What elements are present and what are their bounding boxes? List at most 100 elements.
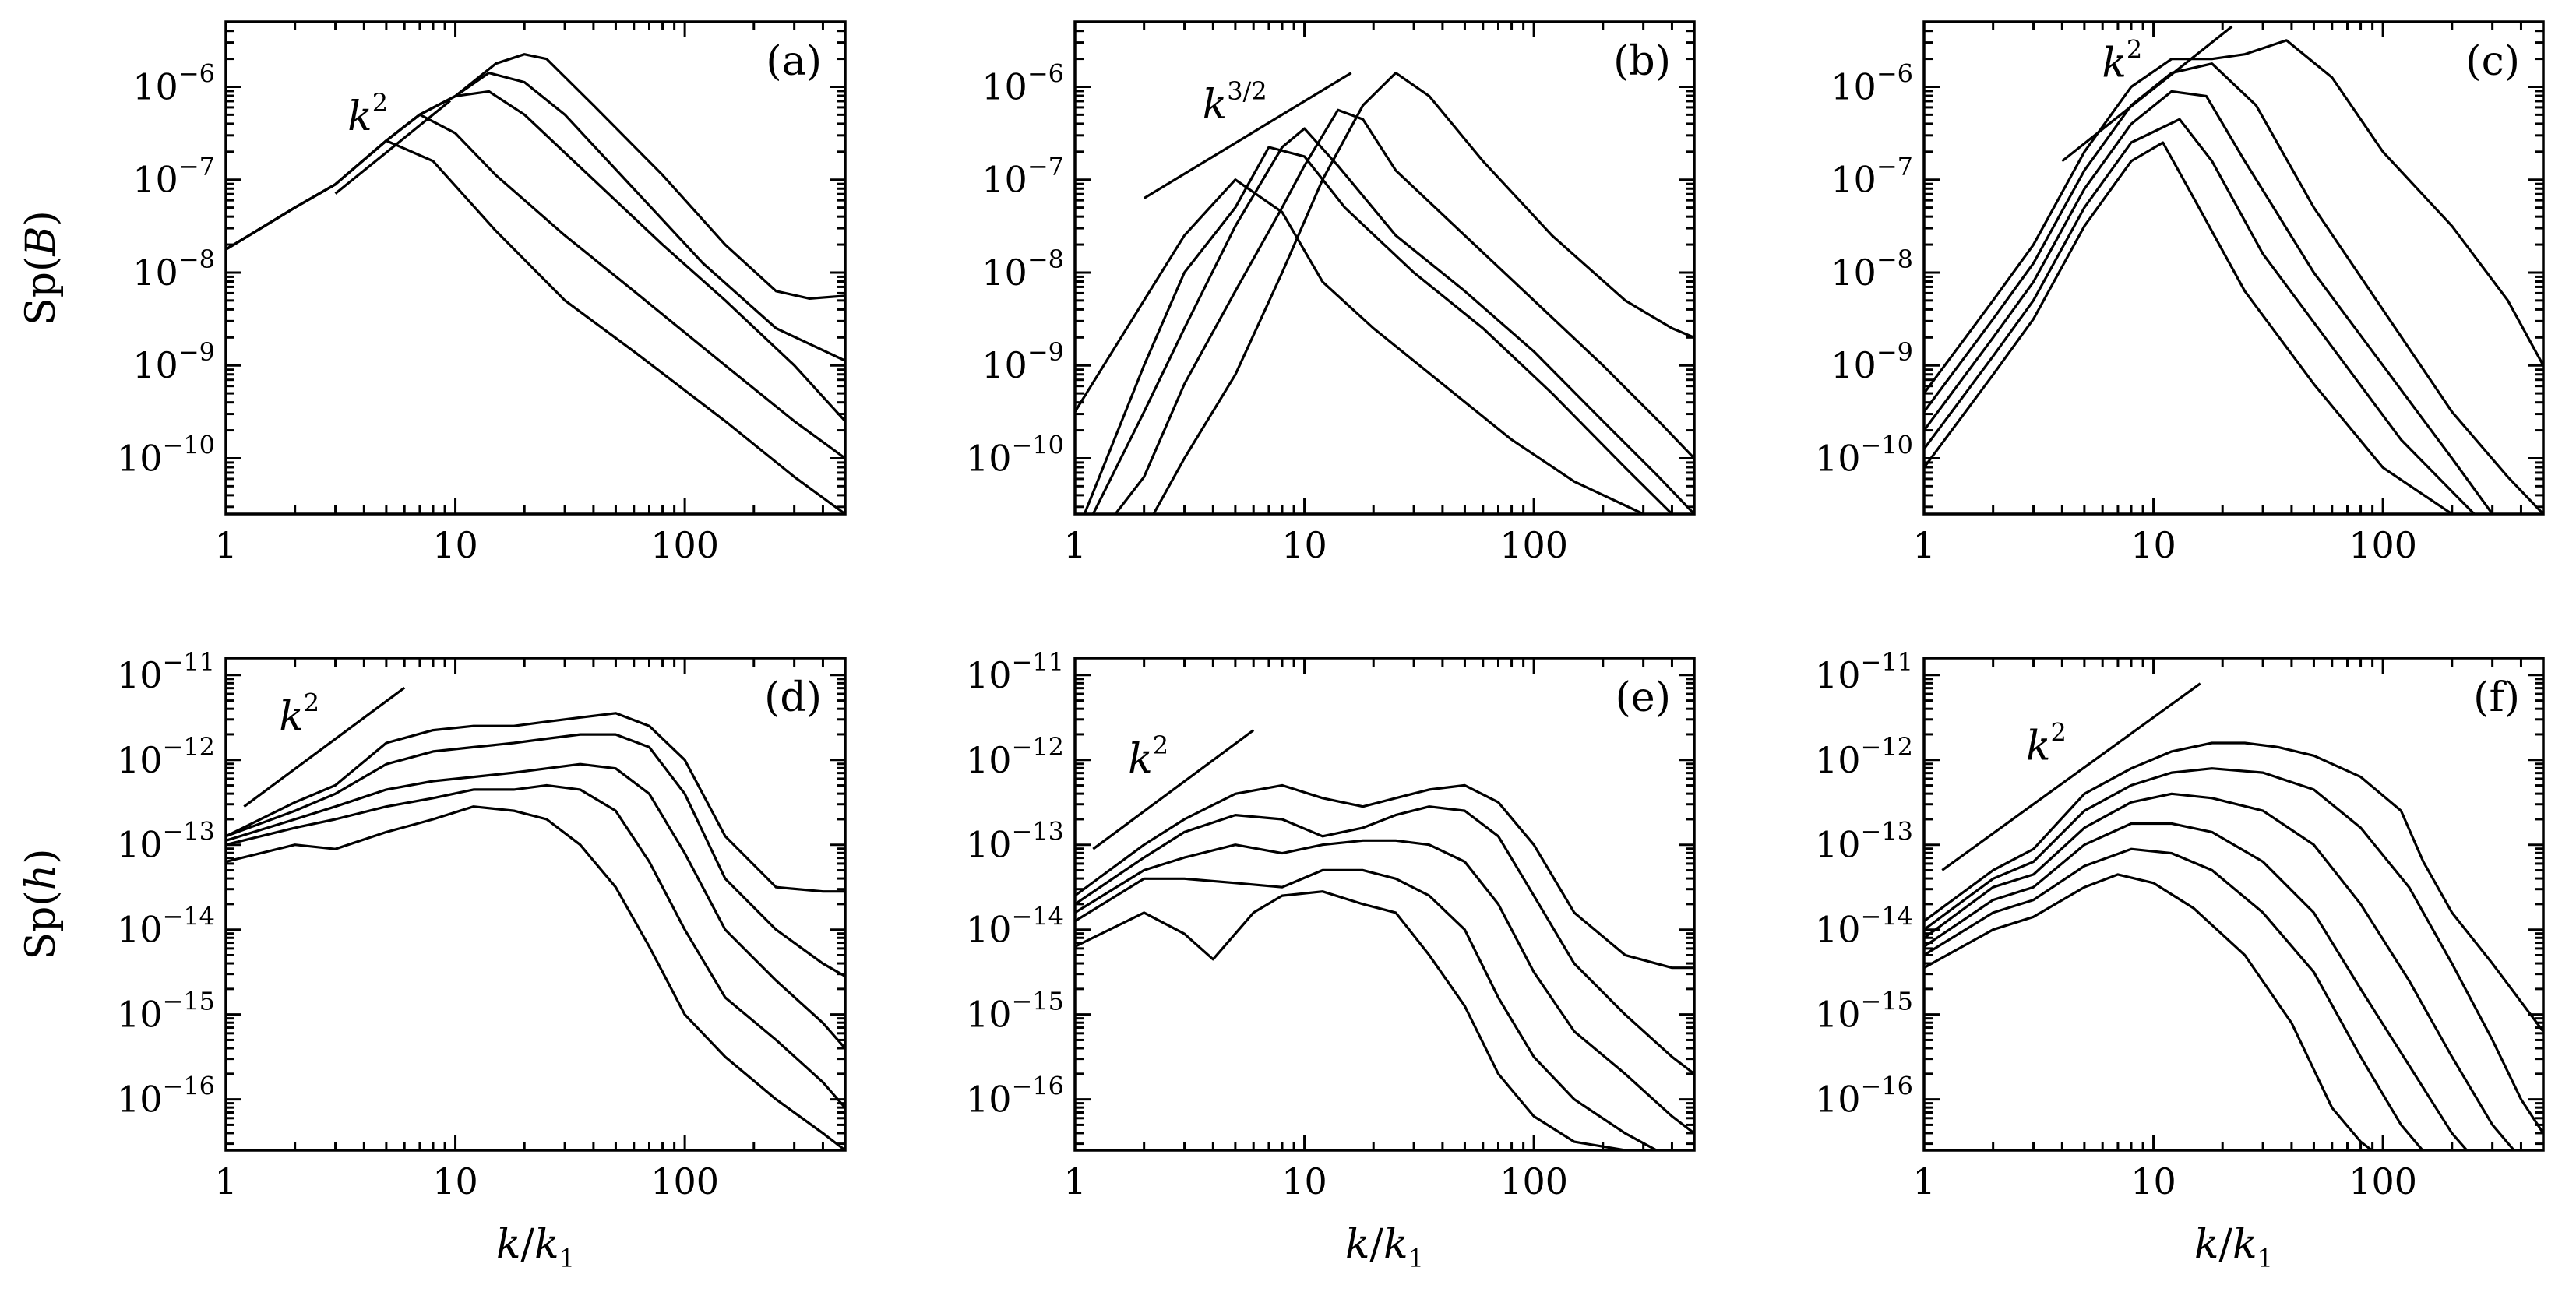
- y-tick-label: 10−11: [1815, 647, 1913, 696]
- series-line-t2: [1075, 868, 1659, 1150]
- y-tick-label: 10−8: [1831, 245, 1913, 294]
- y-tick-label: 10−9: [132, 337, 215, 386]
- y-tick-label: 10−7: [1831, 152, 1913, 201]
- y-tick-label: 10−13: [117, 817, 215, 866]
- series-line-t2: [1924, 847, 2425, 1150]
- x-tick-label: 100: [2349, 1160, 2417, 1202]
- panel-a: 1 10 100 10−10 10−9 10−8 10−7 10−6 k2 (a) Sp(B): [18, 20, 847, 566]
- x-tick-label: 10: [2130, 524, 2176, 566]
- series-line-t5: [1924, 767, 2543, 1135]
- y-tick-label: 10−13: [966, 817, 1064, 866]
- series-line-t1: [226, 805, 845, 1150]
- y-tick-label: 10−8: [132, 245, 215, 294]
- panel-label: (c): [2465, 38, 2520, 85]
- y-tick-label: 10−16: [1815, 1072, 1913, 1121]
- series-line-t2: [1083, 146, 1674, 514]
- x-tick-label: 10: [432, 524, 478, 566]
- y-tick-label: 10−9: [1831, 337, 1913, 386]
- panel-c: 1 10 100 10−10 10−9 10−8 10−7 10−6 k2 (c): [1815, 20, 2545, 566]
- reference-slope-label: k2: [347, 88, 388, 140]
- panel-e: 1 10 100 10−16 10−15 10−14 10−13 10−12 10−11 k2 (e…: [966, 647, 1696, 1273]
- series-group: [226, 712, 845, 1150]
- series-line-t6: [1924, 741, 2543, 1033]
- y-tick-label: 10−6: [981, 58, 1064, 107]
- panel-f: 1 10 100 10−16 10−15 10−14 10−13 10−12 10−11 k2 (f…: [1815, 647, 2545, 1273]
- series-group: [1924, 741, 2543, 1150]
- y-tick-label: 10−15: [1815, 987, 1913, 1036]
- x-tick-label: 1: [214, 524, 237, 566]
- reference-slope-label: k2: [2026, 718, 2067, 770]
- reference-slope-line: [1143, 72, 1352, 199]
- series-line-t4: [1924, 792, 2516, 1150]
- y-tick-label: 10−11: [117, 647, 215, 696]
- plot-frame: [1922, 20, 2545, 516]
- y-tick-label: 10−12: [966, 732, 1064, 781]
- y-tick-label: 10−14: [117, 902, 215, 951]
- y-tick-label: 10−10: [1815, 430, 1913, 479]
- x-tick-label: 100: [2349, 524, 2417, 566]
- y-tick-label: 10−12: [117, 732, 215, 781]
- x-tick-label: 10: [1281, 1160, 1327, 1202]
- reference-slope-line: [1092, 729, 1255, 850]
- y-tick-label: 10−6: [132, 58, 215, 107]
- x-axis-label: k/k1: [2194, 1221, 2273, 1273]
- series-line-t5: [1075, 783, 1694, 970]
- x-tick-label: 1: [1063, 524, 1086, 566]
- series-line-t1: [1924, 873, 2374, 1150]
- y-tick-label: 10−15: [966, 987, 1064, 1036]
- series-line-t5: [1152, 72, 1694, 514]
- y-tick-label: 10−8: [981, 245, 1064, 294]
- series-line-t3: [1924, 822, 2469, 1150]
- x-tick-label: 100: [650, 1160, 719, 1202]
- reference-slope-label: k2: [2102, 34, 2142, 86]
- panel-label: (d): [764, 674, 822, 721]
- reference-slope-label: k3/2: [1203, 76, 1267, 128]
- panel-label: (f): [2473, 674, 2520, 721]
- series-line-t3: [226, 762, 845, 1050]
- y-tick-label: 10−12: [1815, 732, 1913, 781]
- reference-slope-line: [243, 686, 406, 808]
- plot-frame: [224, 20, 847, 516]
- y-tick-label: 10−13: [1815, 817, 1913, 866]
- y-tick-label: 10−14: [966, 902, 1064, 951]
- series-line-t3: [1075, 839, 1694, 1135]
- y-tick-label: 10−6: [1831, 58, 1913, 107]
- series-group: [226, 53, 845, 514]
- y-tick-label: 10−7: [132, 152, 215, 201]
- panel-label: (b): [1613, 38, 1671, 85]
- series-line-t4: [1924, 62, 2543, 514]
- x-tick-label: 1: [1912, 1160, 1935, 1202]
- y-tick-label: 10−10: [966, 430, 1064, 479]
- panel-d: 1 10 100 10−16 10−15 10−14 10−13 10−12 10−11 k2 (d…: [18, 647, 847, 1273]
- y-tick-label: 10−7: [981, 152, 1064, 201]
- y-tick-label: 10−9: [981, 337, 1064, 386]
- series-line-t5: [226, 712, 845, 893]
- reference-slope-line: [334, 100, 452, 195]
- x-axis-label: k/k1: [496, 1221, 575, 1273]
- y-tick-label: 10−10: [117, 430, 215, 479]
- reference-slope-line: [2061, 25, 2233, 163]
- x-tick-label: 100: [650, 524, 719, 566]
- y-tick-label: 10−16: [117, 1072, 215, 1121]
- x-tick-label: 10: [2130, 1160, 2176, 1202]
- reference-slope-label: k2: [279, 688, 319, 740]
- reference-slope-line: [1941, 682, 2201, 871]
- y-tick-label: 10−16: [966, 1072, 1064, 1121]
- x-axis-label: k/k1: [1345, 1221, 1424, 1273]
- plot-frame: [1073, 20, 1696, 516]
- x-tick-label: 10: [432, 1160, 478, 1202]
- series-group: [1924, 39, 2543, 514]
- series-line-t3: [1924, 90, 2494, 514]
- x-tick-label: 1: [214, 1160, 237, 1202]
- y-tick-label: 10−15: [117, 987, 215, 1036]
- x-tick-label: 100: [1499, 524, 1568, 566]
- series-group: [1075, 783, 1694, 1150]
- series-line-t1: [1924, 141, 2454, 514]
- panel-label: (e): [1616, 674, 1671, 721]
- series-line-t5: [226, 53, 845, 300]
- series-line-t4: [1075, 805, 1694, 1075]
- y-tick-label: 10−14: [1815, 902, 1913, 951]
- series-line-t4: [1114, 108, 1694, 514]
- series-line-t3: [1091, 127, 1694, 514]
